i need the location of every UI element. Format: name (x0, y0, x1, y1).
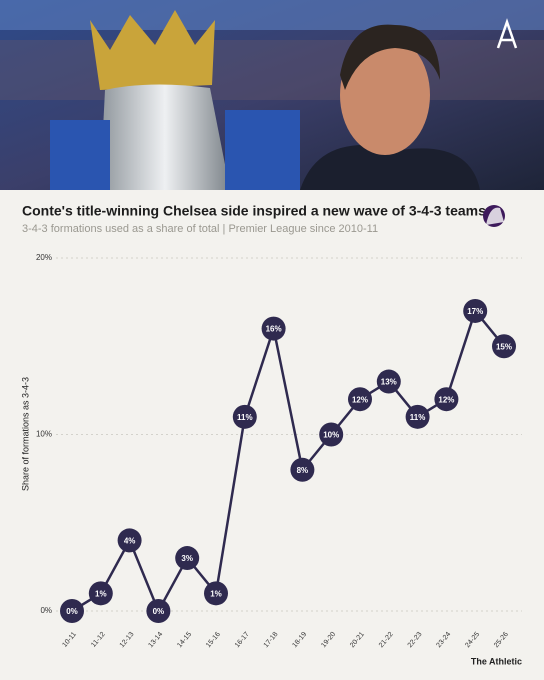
data-label: 0% (66, 607, 78, 616)
y-tick-label: 10% (36, 430, 52, 439)
x-tick-label: 20-21 (349, 631, 366, 649)
chart-title: Conte's title-winning Chelsea side inspi… (22, 203, 486, 219)
x-tick-label: 15-16 (205, 631, 222, 649)
data-label: 17% (467, 307, 483, 316)
y-tick-label: 20% (36, 253, 52, 262)
x-tick-label: 23-24 (435, 631, 452, 649)
x-tick-label: 22-23 (407, 631, 424, 649)
point (146, 599, 171, 623)
x-tick-label: 25-26 (493, 631, 510, 649)
league-logo (483, 205, 505, 227)
point (88, 581, 113, 606)
point (290, 457, 315, 482)
x-tick-label: 19-20 (320, 631, 337, 649)
data-label: 10% (323, 431, 339, 440)
point (405, 404, 430, 429)
x-tick-label: 10-11 (61, 631, 78, 649)
point (434, 387, 459, 412)
data-label: 3% (181, 554, 193, 563)
point (348, 387, 372, 412)
x-tick-label: 11-12 (90, 631, 107, 649)
y-axis-label: Share of formations as 3-4-3 (20, 377, 30, 491)
data-label: 13% (381, 378, 397, 387)
point (204, 581, 228, 606)
x-tick-label: 24-25 (464, 631, 481, 649)
data-label: 4% (124, 537, 136, 546)
data-label: 12% (352, 395, 368, 404)
line (71, 308, 505, 614)
point (319, 422, 344, 447)
header-photo (0, 0, 544, 190)
point (232, 404, 257, 429)
x-tick-label: 21-22 (378, 631, 395, 649)
data-label: 16% (266, 325, 282, 334)
source: The Athletic (471, 656, 522, 666)
data-label: 12% (438, 395, 454, 404)
x-tick-label: 17-18 (263, 631, 280, 649)
data-label: 11% (237, 413, 253, 422)
x-tick-label: 14-15 (176, 631, 193, 649)
x-tick-label: 13-14 (147, 631, 164, 649)
point (261, 316, 286, 341)
x-tick-label: 16-17 (234, 631, 251, 649)
y-tick-label: 0% (40, 606, 52, 615)
point (376, 369, 401, 394)
data-label: 1% (210, 589, 222, 598)
data-label: 11% (410, 413, 426, 422)
point (117, 528, 142, 553)
point (492, 334, 516, 359)
data-label: 1% (95, 589, 107, 598)
x-tick-label: 18-19 (291, 631, 308, 649)
point (463, 298, 488, 323)
data-label: 0% (153, 607, 165, 616)
point (60, 599, 84, 623)
data-label: 15% (496, 342, 512, 351)
x-tick-label: 12-13 (119, 631, 136, 649)
point (175, 546, 200, 571)
data-label: 8% (297, 466, 309, 475)
chart-subtitle: 3-4-3 formations used as a share of tota… (22, 223, 378, 235)
